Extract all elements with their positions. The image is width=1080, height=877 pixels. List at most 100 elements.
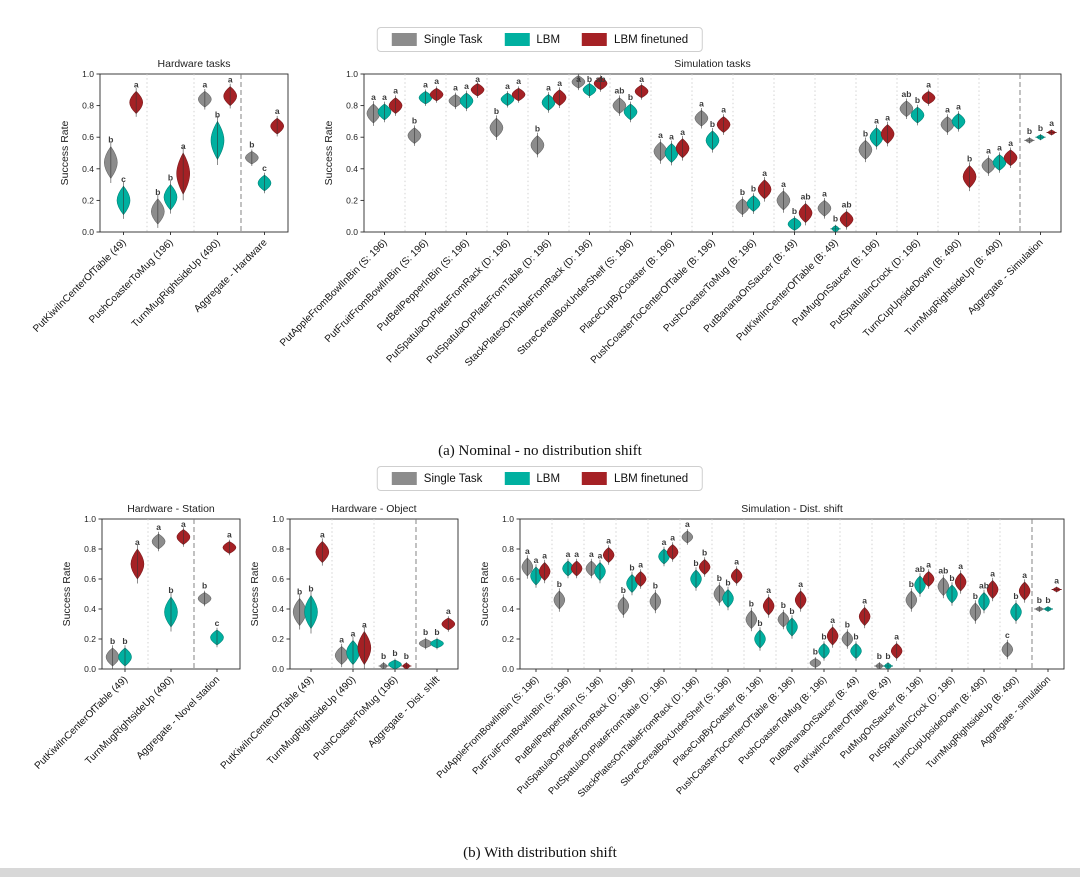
significance-letter: b <box>494 106 499 116</box>
significance-letter: b <box>249 139 254 149</box>
significance-letter: a <box>320 530 325 540</box>
significance-letter: a <box>669 132 674 142</box>
significance-letter: a <box>762 168 767 178</box>
significance-letter: b <box>621 585 626 595</box>
y-tick-label: 0.6 <box>84 574 96 584</box>
significance-letter: b <box>915 95 920 105</box>
subplot-title: Simulation tasks <box>674 58 750 70</box>
significance-letter: b <box>710 119 715 129</box>
significance-letter: a <box>351 629 356 639</box>
significance-letter: b <box>423 627 428 637</box>
significance-letter: b <box>833 214 838 224</box>
y-tick-label: 0.8 <box>84 544 96 554</box>
significance-letter: a <box>156 522 161 532</box>
significance-letter: b <box>202 581 207 591</box>
y-tick-label: 0.0 <box>82 227 94 237</box>
subplot-title: Hardware - Object <box>331 503 416 515</box>
significance-letter: a <box>766 585 771 595</box>
violin-chart-svg: Simulation tasks Success Rate 0.0 0.2 0.4 0.6… <box>278 58 1062 369</box>
legend-item: LBM finetuned <box>582 472 688 485</box>
significance-letter: ab <box>596 74 606 84</box>
significance-letter: b <box>587 74 592 84</box>
y-tick-label: 0.2 <box>346 195 358 205</box>
caption-b: (b) With distribution shift <box>463 845 617 861</box>
legend-item: LBM <box>504 33 560 46</box>
significance-letter: a <box>986 146 991 156</box>
significance-letter: a <box>362 620 367 630</box>
significance-letter: a <box>798 579 803 589</box>
x-tick-label: TurnMugRightsideUp (490) <box>83 674 176 767</box>
y-tick-label: 0.8 <box>82 101 94 111</box>
x-tick-label: PutKiwiInCenterOfTable (49) <box>33 674 130 771</box>
significance-letter: a <box>1022 570 1027 580</box>
y-tick-label: 0.0 <box>272 664 284 674</box>
legend-item: Single Task <box>391 472 482 485</box>
legend-swatch-icon <box>504 33 530 46</box>
y-tick-label: 0.4 <box>84 604 96 614</box>
significance-letter: a <box>926 79 931 89</box>
significance-letter: a <box>670 533 675 543</box>
significance-letter: a <box>945 105 950 115</box>
significance-letter: b <box>308 584 313 594</box>
significance-letter: a <box>453 83 458 93</box>
significance-letter: a <box>557 78 562 88</box>
significance-letter: a <box>382 92 387 102</box>
significance-letter: a <box>516 76 521 86</box>
x-tick-label: Aggregate - Novel station <box>135 674 223 762</box>
y-axis-label: Success Rate <box>479 561 491 626</box>
significance-letter: a <box>658 130 663 140</box>
legend-swatch-icon <box>391 33 417 46</box>
significance-letter: a <box>464 81 469 91</box>
significance-letter: a <box>228 75 233 85</box>
y-tick-label: 0.8 <box>272 544 284 554</box>
significance-letter: ab <box>901 89 911 99</box>
x-tick-label: PutSpatulaOnPlateFromRack (D: 196) <box>515 674 637 796</box>
significance-letter: a <box>997 143 1002 153</box>
significance-letter: b <box>381 651 386 661</box>
legend-item: Single Task <box>391 33 482 46</box>
significance-letter: a <box>576 74 581 84</box>
significance-letter: a <box>423 79 428 89</box>
significance-letter: b <box>693 558 698 568</box>
significance-letter: a <box>885 113 890 123</box>
significance-letter: a <box>606 536 611 546</box>
significance-letter: a <box>134 79 139 89</box>
significance-letter: a <box>1049 118 1054 128</box>
significance-letter: b <box>297 587 302 597</box>
legend-item-label: LBM finetuned <box>614 33 689 46</box>
legend-swatch-icon <box>504 472 530 485</box>
significance-letter: b <box>1037 595 1042 605</box>
significance-letter: b <box>973 591 978 601</box>
significance-letter: a <box>227 530 232 540</box>
y-tick-label: 0.2 <box>82 195 94 205</box>
y-tick-label: 0.4 <box>346 164 358 174</box>
y-tick-label: 0.4 <box>272 604 284 614</box>
significance-letter: ab <box>915 564 925 574</box>
significance-letter: b <box>789 606 794 616</box>
significance-letter: a <box>393 86 398 96</box>
significance-letter: c <box>121 174 126 184</box>
y-tick-label: 1.0 <box>82 69 94 79</box>
legend: Single Task LBM LBM finetuned <box>376 27 704 52</box>
significance-letter: ab <box>979 581 989 591</box>
significance-letter: c <box>262 163 267 173</box>
violin-chart-svg: Hardware tasks Success Rate 0.0 0.2 0.4 0.6 0.… <box>31 58 289 335</box>
significance-letter: a <box>566 549 571 559</box>
subplot-title: Hardware tasks <box>158 58 231 70</box>
significance-letter: b <box>813 647 818 657</box>
significance-letter: b <box>749 599 754 609</box>
significance-letter: b <box>535 124 540 134</box>
y-tick-label: 0.2 <box>84 634 96 644</box>
y-tick-label: 0.6 <box>346 132 358 142</box>
x-tick-label: Aggregate - Simulation <box>966 237 1046 317</box>
significance-letter: a <box>958 561 963 571</box>
x-tick-label: PushCoasterToMug (196) <box>87 237 175 325</box>
significance-letter: a <box>699 98 704 108</box>
significance-letter: a <box>721 105 726 115</box>
significance-letter: ab <box>938 566 948 576</box>
y-axis-label: Success Rate <box>59 120 71 185</box>
legend-swatch-icon <box>582 472 608 485</box>
significance-letter: c <box>1005 630 1010 640</box>
